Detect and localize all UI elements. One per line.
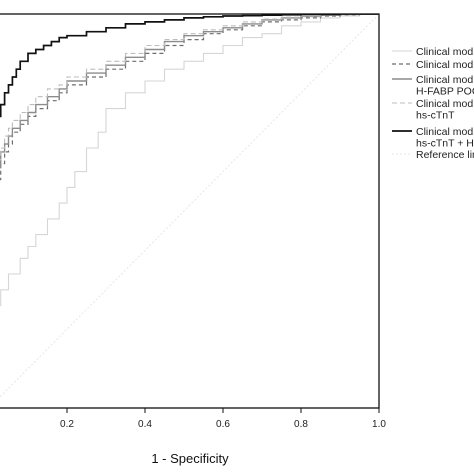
legend-label: Clinical mod (416, 59, 473, 71)
x-tick-label: 0.8 (294, 419, 308, 430)
series-line-6 (0, 14, 379, 398)
series-line-5 (0, 14, 379, 118)
plot-frame (0, 13, 380, 409)
x-tick-label: 0.6 (216, 419, 230, 430)
x-axis-ticks: 0.2 0.4 0.6 0.8 1.0 (60, 408, 386, 430)
legend-label: H-FABP POC (416, 86, 474, 98)
legend-label: Clinical mod (416, 74, 473, 86)
series-line-3 (0, 14, 379, 169)
legend-label: hs-cTnT + H- (416, 138, 474, 150)
series-line-1 (0, 14, 379, 307)
x-tick-label: 1.0 (372, 419, 386, 430)
x-tick-label: 0.4 (138, 419, 152, 430)
legend-label: Reference lin (416, 149, 474, 161)
legend-label: hs-cTnT (416, 110, 455, 122)
series-layer (0, 14, 379, 398)
x-axis-title: 1 - Specificity (151, 451, 229, 466)
plot-border (0, 13, 380, 409)
legend-label: Clinical mod (416, 126, 473, 138)
legend-label: Clinical mod (416, 98, 473, 110)
x-tick-label: 0.2 (60, 419, 74, 430)
series-line-4 (0, 14, 379, 161)
series-line-2 (0, 14, 379, 181)
legend-label: Clinical mod (416, 46, 473, 58)
